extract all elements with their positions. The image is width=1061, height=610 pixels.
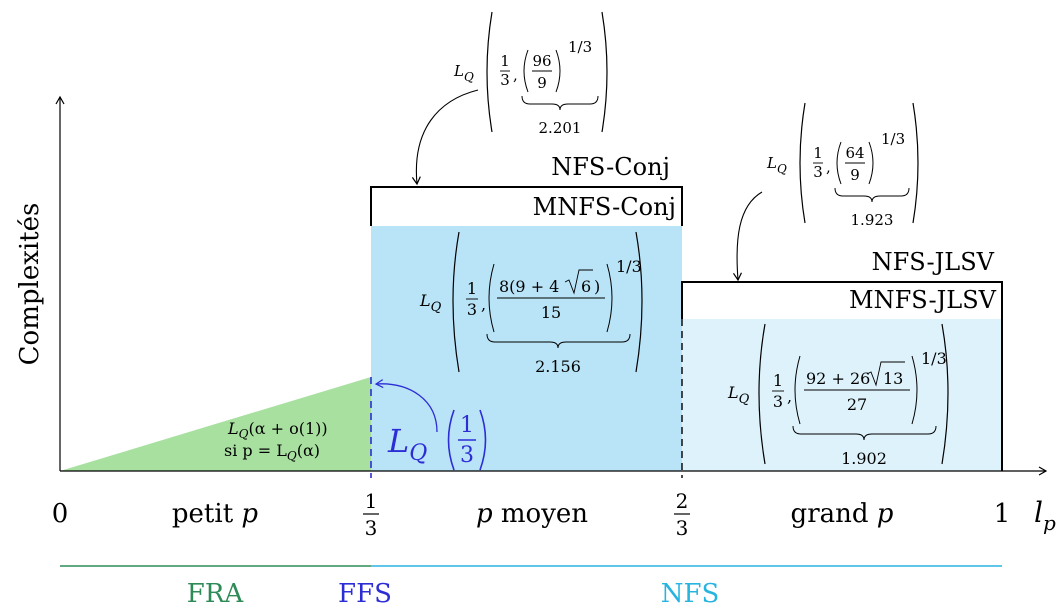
tick-one-third-den: 3 xyxy=(365,516,378,540)
small-p-region xyxy=(60,377,371,471)
svg-text:1/3: 1/3 xyxy=(568,38,592,56)
svg-text:2.156: 2.156 xyxy=(535,357,581,376)
svg-text:9: 9 xyxy=(850,166,860,184)
algorithm-fra: FRA xyxy=(187,579,245,609)
svg-text:): ) xyxy=(594,277,600,296)
svg-text:64: 64 xyxy=(845,144,864,162)
region-label-medium: p moyen xyxy=(476,499,588,529)
svg-text:LQ: LQ xyxy=(419,291,442,315)
nfs-jlsv-formula: LQ 1 3 , 64 9 1/3 1.923 xyxy=(766,102,919,229)
region-label-small: petit p xyxy=(172,499,259,529)
svg-text:1.923: 1.923 xyxy=(851,211,894,229)
svg-text:LQ: LQ xyxy=(453,62,474,84)
mnfs-conj-formula: LQ 1 3 , 8(9 + 4 6 ) 15 1/3 2.156 xyxy=(419,231,643,376)
ffs-third-num: 1 xyxy=(460,413,474,438)
svg-text:9: 9 xyxy=(537,74,547,92)
svg-text:15: 15 xyxy=(541,303,561,322)
svg-text:,: , xyxy=(481,295,486,314)
ffs-right-paren xyxy=(479,409,487,471)
nfs-conj-arrow xyxy=(411,89,479,186)
svg-text:1/3: 1/3 xyxy=(921,349,947,368)
nfs-conj-label: NFS-Conj xyxy=(551,153,670,181)
mnfs-jlsv-label: MNFS-JLSV xyxy=(849,286,997,314)
tick-two-thirds-num: 2 xyxy=(676,489,689,513)
svg-text:1/3: 1/3 xyxy=(881,130,905,148)
tick-two-thirds-den: 3 xyxy=(676,516,689,540)
svg-text:1: 1 xyxy=(467,279,477,298)
svg-text:1/3: 1/3 xyxy=(616,257,642,276)
nfs-conj-box xyxy=(370,186,683,226)
region-label-large: grand p xyxy=(791,499,894,529)
svg-text:LQ: LQ xyxy=(766,154,787,176)
nfs-jlsv-arrow xyxy=(732,191,763,282)
svg-text:,: , xyxy=(826,158,831,176)
tick-0: 0 xyxy=(52,499,69,529)
svg-text:2.201: 2.201 xyxy=(539,119,582,137)
svg-text:3: 3 xyxy=(467,300,477,319)
svg-text:LQ: LQ xyxy=(727,383,750,407)
nfs-jlsv-label: NFS-JLSV xyxy=(872,248,995,276)
ffs-third-den: 3 xyxy=(460,443,474,468)
svg-text:1: 1 xyxy=(773,371,783,390)
svg-text:92 + 26: 92 + 26 xyxy=(806,369,870,388)
ffs-arrow xyxy=(374,379,438,433)
tick-1: 1 xyxy=(994,499,1011,529)
svg-text:1: 1 xyxy=(500,52,510,70)
svg-text:,: , xyxy=(787,387,792,406)
large-p-region xyxy=(682,319,1002,471)
nfs-conj-formula: LQ 1 3 , 96 9 1/3 2.201 xyxy=(453,11,608,137)
small-p-formula-line1: LQ(α + o(1)) xyxy=(227,419,328,441)
svg-text:6: 6 xyxy=(581,277,591,296)
medium-p-region xyxy=(371,226,682,471)
svg-text:3: 3 xyxy=(813,163,823,181)
ffs-left-paren xyxy=(447,409,455,471)
svg-text:3: 3 xyxy=(500,71,510,89)
y-axis-label: Complexités xyxy=(15,203,45,366)
x-axis-variable: lp xyxy=(1034,496,1056,535)
svg-text:27: 27 xyxy=(847,395,867,414)
svg-text:1.902: 1.902 xyxy=(841,449,887,468)
svg-text:13: 13 xyxy=(883,369,903,388)
svg-text:96: 96 xyxy=(532,52,551,70)
small-p-formula-line2: si p = LQ(α) xyxy=(224,441,320,463)
svg-text:,: , xyxy=(513,66,518,84)
mnfs-jlsv-formula: LQ 1 3 , 92 + 26 13 27 1/3 1.902 xyxy=(727,323,949,468)
svg-text:8(9 + 4: 8(9 + 4 xyxy=(499,277,559,296)
tick-one-third-num: 1 xyxy=(365,489,378,513)
svg-text:1: 1 xyxy=(813,144,823,162)
algorithm-nfs: NFS xyxy=(661,579,720,609)
ffs-L: LQ xyxy=(387,422,427,466)
ffs-complexity-label: LQ 1 3 xyxy=(387,409,487,471)
mnfs-conj-label: MNFS-Conj xyxy=(533,193,676,221)
algorithm-ffs: FFS xyxy=(338,579,392,609)
svg-text:3: 3 xyxy=(773,392,783,411)
nfs-jlsv-box xyxy=(681,281,1003,471)
